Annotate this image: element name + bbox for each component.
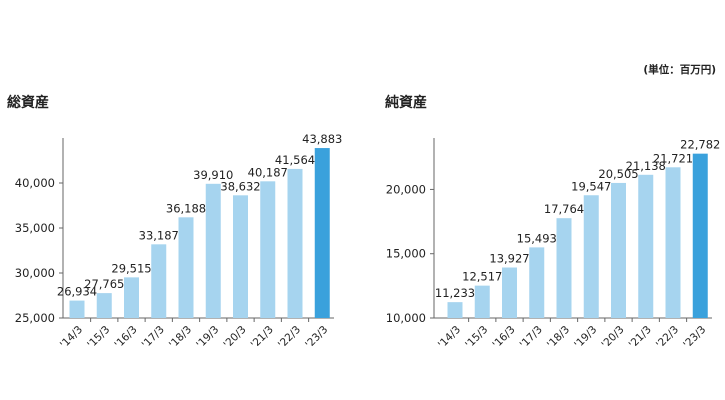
data-label: 39,910 <box>193 168 233 182</box>
bar <box>260 181 276 318</box>
bar <box>611 182 626 318</box>
x-tick-label: '20/3 <box>221 324 248 351</box>
bar <box>233 195 248 318</box>
bar <box>205 183 221 318</box>
bar <box>556 218 572 318</box>
data-label: 43,883 <box>302 132 342 146</box>
x-tick-label: '16/3 <box>490 324 517 351</box>
x-tick-label: '16/3 <box>112 324 139 351</box>
x-tick-label: '14/3 <box>436 324 463 351</box>
x-tick-label: '18/3 <box>545 324 572 351</box>
bar <box>96 293 112 318</box>
y-tick-label: 35,000 <box>15 221 55 235</box>
y-tick-label: 15,000 <box>386 247 426 261</box>
y-tick-label: 30,000 <box>15 266 55 280</box>
bar <box>447 302 463 318</box>
x-tick-label: '19/3 <box>572 324 599 351</box>
data-label: 27,765 <box>84 277 124 291</box>
bar <box>583 195 599 318</box>
x-tick-label: '23/3 <box>681 324 708 351</box>
x-tick-label: '15/3 <box>463 324 490 351</box>
bar <box>692 153 708 318</box>
bar <box>474 285 490 318</box>
x-tick-label: '15/3 <box>85 324 112 351</box>
bar <box>151 244 167 318</box>
x-tick-label: '20/3 <box>599 324 626 351</box>
bar <box>178 217 194 318</box>
data-label: 12,517 <box>462 270 502 284</box>
data-label: 22,782 <box>680 138 720 152</box>
bar <box>69 300 85 318</box>
bar <box>287 168 303 318</box>
bar <box>638 174 654 318</box>
x-tick-label: '17/3 <box>518 324 545 351</box>
data-label: 19,547 <box>571 179 611 193</box>
x-tick-label: '21/3 <box>627 324 654 351</box>
unit-note: (単位：百万円) <box>643 64 716 76</box>
y-tick-label: 20,000 <box>386 182 426 196</box>
x-tick-label: '22/3 <box>276 324 303 351</box>
bar <box>502 267 517 318</box>
data-label: 11,233 <box>435 286 475 300</box>
data-label: 26,934 <box>57 285 97 299</box>
chart-title: 純資産 <box>385 94 427 111</box>
x-tick-label: '14/3 <box>58 324 85 351</box>
data-label: 41,564 <box>275 153 315 167</box>
chart-title: 総資産 <box>7 94 49 111</box>
data-label: 33,187 <box>139 228 179 242</box>
data-label: 15,493 <box>517 231 557 245</box>
data-label: 36,188 <box>166 201 206 215</box>
x-tick-label: '18/3 <box>167 324 194 351</box>
x-tick-label: '17/3 <box>140 324 167 351</box>
y-tick-label: 10,000 <box>386 311 426 325</box>
bar <box>529 247 545 318</box>
data-label: 40,187 <box>248 165 288 179</box>
bar <box>124 277 139 318</box>
data-label: 21,721 <box>653 151 693 165</box>
x-tick-label: '19/3 <box>194 324 221 351</box>
data-label: 13,927 <box>489 252 529 266</box>
x-tick-label: '21/3 <box>249 324 276 351</box>
bar <box>314 148 330 318</box>
x-tick-label: '22/3 <box>654 324 681 351</box>
data-label: 38,632 <box>220 179 260 193</box>
y-tick-label: 25,000 <box>15 311 55 325</box>
data-label: 17,764 <box>544 202 584 216</box>
data-label: 20,505 <box>598 167 638 181</box>
y-tick-label: 40,000 <box>15 176 55 190</box>
data-label: 21,138 <box>626 159 666 173</box>
bar <box>665 167 681 318</box>
data-label: 29,515 <box>111 261 151 275</box>
x-tick-label: '23/3 <box>303 324 330 351</box>
